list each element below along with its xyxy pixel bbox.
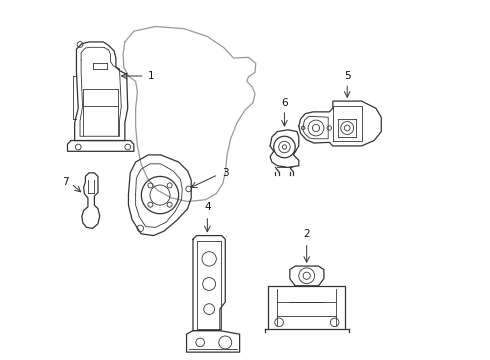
Text: 4: 4 — [204, 202, 211, 212]
Text: 7: 7 — [62, 177, 69, 187]
Text: 3: 3 — [221, 168, 228, 178]
Text: 6: 6 — [281, 98, 288, 108]
Text: 1: 1 — [148, 71, 155, 81]
Text: 2: 2 — [303, 229, 310, 239]
Text: 5: 5 — [344, 71, 350, 81]
